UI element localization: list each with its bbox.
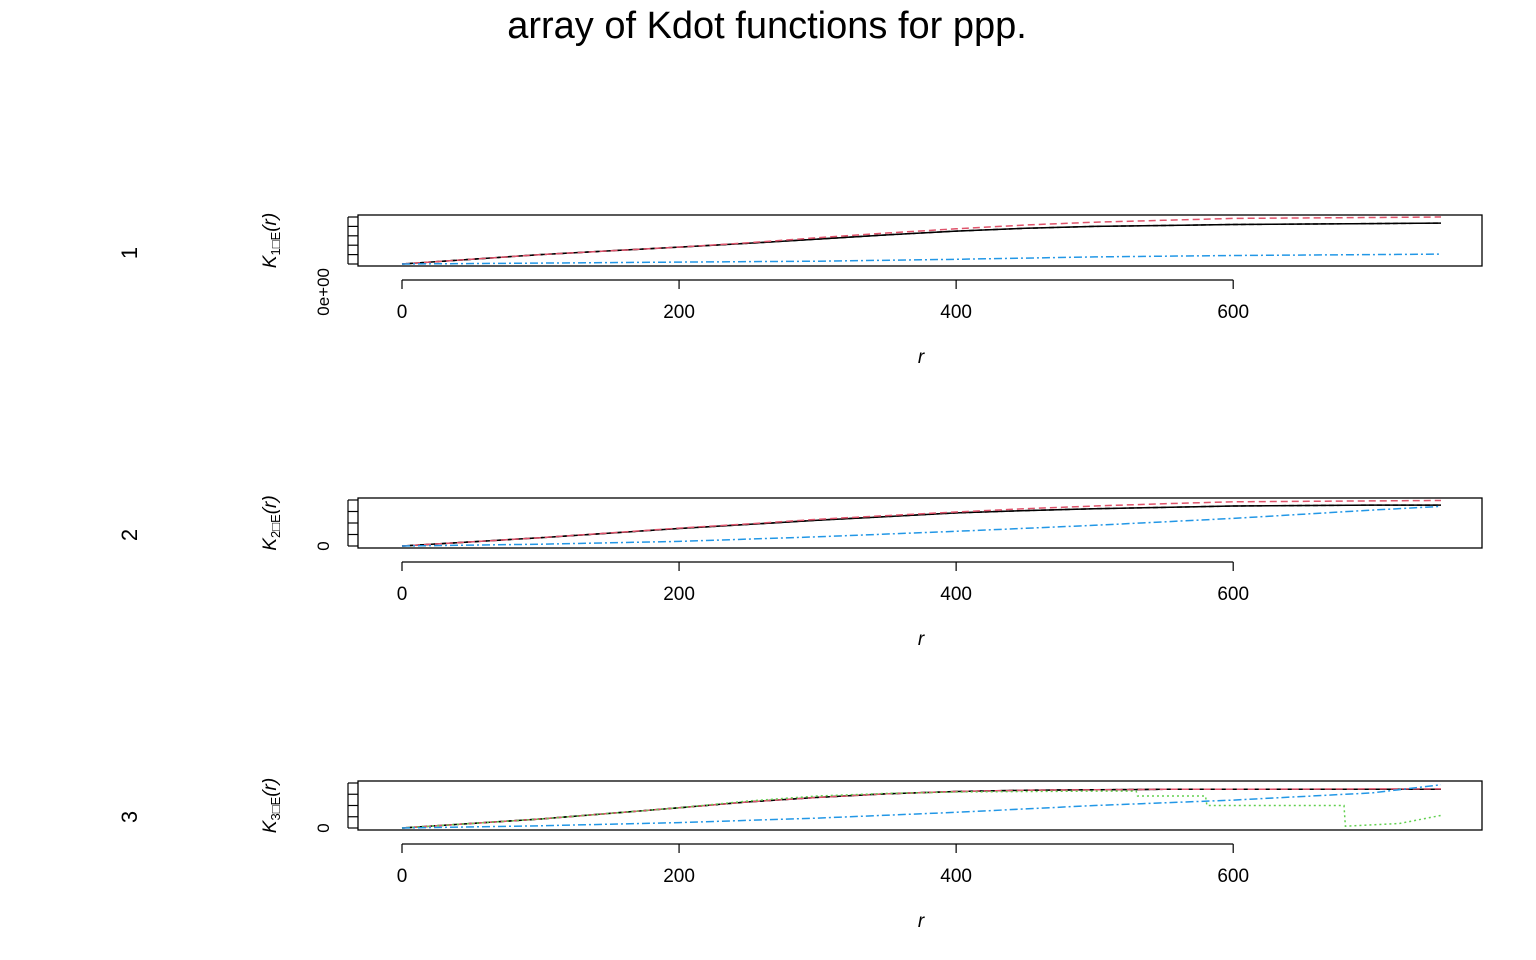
series-line-4: [401, 790, 1442, 829]
x-axis-label: r: [918, 347, 925, 368]
series-line-1: [401, 504, 1441, 547]
y-axis-label: K2□E(r): [260, 495, 283, 550]
x-tick-label: 200: [663, 866, 695, 887]
x-tick-label: 600: [1217, 302, 1249, 323]
row-label: 1: [117, 247, 142, 259]
figure-title: array of Kdot functions for ppp.: [507, 5, 1027, 47]
plot-frame: [357, 214, 1483, 267]
x-tick-label: 400: [940, 584, 972, 605]
series-line-4: [401, 505, 1442, 547]
series-line-1: [401, 222, 1442, 265]
x-axis-label: r: [918, 911, 925, 932]
row-label: 2: [117, 529, 142, 541]
series-line-1: [401, 788, 1441, 829]
series-line-3: [401, 499, 1442, 547]
y-axis-label: K1□E(r): [260, 213, 283, 268]
y-label-main: K: [260, 537, 281, 551]
panel-3: 3 K3□E(r) 0 0 200 400 600 r: [117, 778, 1483, 932]
x-tick-label: 200: [663, 584, 695, 605]
x-tick-label: 0: [397, 584, 408, 605]
series-line-3: [401, 788, 1441, 829]
y-label-main: K: [260, 254, 281, 268]
panel-2: 2 K2□E(r) 0 0 200 400 600 r: [117, 495, 1483, 650]
x-axis-label: r: [918, 629, 925, 650]
series-line-5: [401, 784, 1442, 829]
x-tick-label: 200: [663, 302, 695, 323]
row-label: 3: [117, 811, 142, 823]
series-line-3: [401, 216, 1442, 265]
y-label-arg: (r): [260, 778, 281, 797]
y-label-sub: 1□E: [268, 231, 283, 255]
y-label-sub: 2□E: [268, 514, 283, 538]
y-label-arg: (r): [260, 213, 281, 232]
x-tick-label: 0: [397, 866, 408, 887]
x-tick-label: 600: [1217, 584, 1249, 605]
series-line-4: [401, 253, 1442, 265]
x-tick-label: 400: [940, 302, 972, 323]
y-label-arg: (r): [260, 495, 281, 514]
x-tick-label: 400: [940, 866, 972, 887]
y-label-sub: 3□E: [268, 796, 283, 820]
series-line-2: [401, 504, 1441, 547]
y-axis-label: K3□E(r): [260, 778, 283, 833]
y-tick-label: 0: [314, 823, 333, 832]
x-tick-label: 0: [397, 302, 408, 323]
y-tick-label: 0e+00: [314, 268, 333, 316]
series-line-2: [401, 788, 1441, 829]
series-line-2: [401, 222, 1442, 265]
plot-frame: [357, 780, 1483, 831]
y-label-main: K: [260, 819, 281, 833]
panel-1: 1 K1□E(r) 0e+00 0 200 400 600 r: [117, 213, 1483, 368]
y-tick-label: 0: [314, 541, 333, 550]
x-tick-label: 600: [1217, 866, 1249, 887]
